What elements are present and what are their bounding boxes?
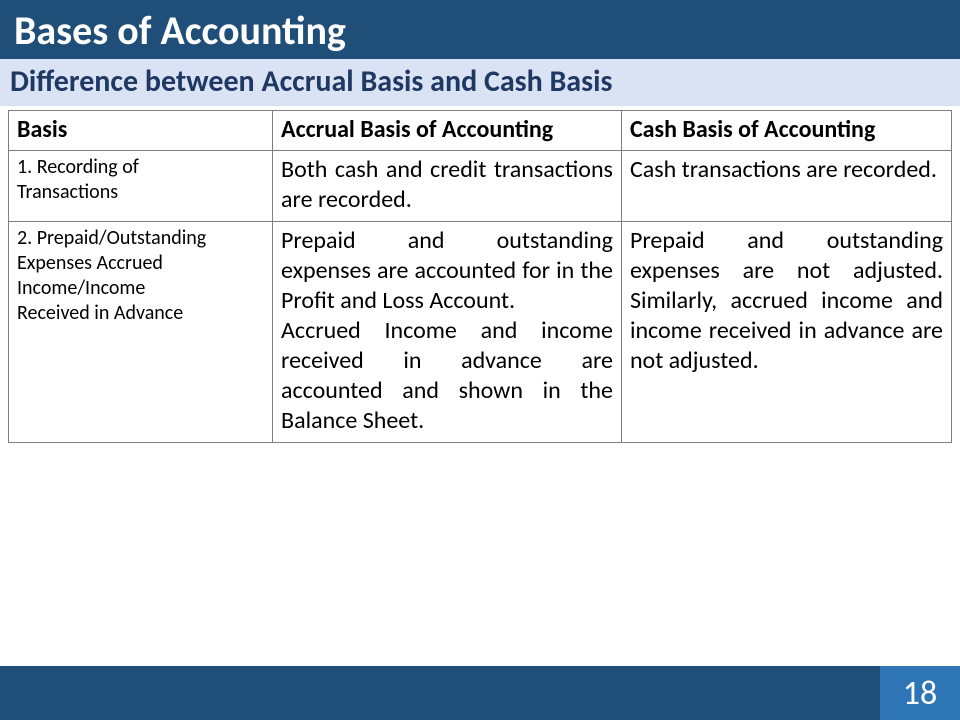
comparison-table: Basis Accrual Basis of Accounting Cash B… <box>8 110 952 443</box>
table-body: 1. Recording ofTransactionsBoth cash and… <box>9 151 952 443</box>
footer-bar <box>0 666 960 720</box>
table-header-row: Basis Accrual Basis of Accounting Cash B… <box>9 111 952 151</box>
cell-cash: Cash transactions are recorded. <box>621 151 951 222</box>
page-number: 18 <box>880 666 960 720</box>
cell-basis: 1. Recording ofTransactions <box>9 151 273 222</box>
col-header-accrual: Accrual Basis of Accounting <box>273 111 622 151</box>
cell-accrual: Prepaid and outstanding expenses are acc… <box>273 222 622 443</box>
slide-subtitle: Difference between Accrual Basis and Cas… <box>0 59 960 106</box>
table-row: 2. Prepaid/OutstandingExpenses AccruedIn… <box>9 222 952 443</box>
slide-title: Bases of Accounting <box>0 0 960 59</box>
table-row: 1. Recording ofTransactionsBoth cash and… <box>9 151 952 222</box>
cell-cash: Prepaid and outstanding expenses are not… <box>621 222 951 443</box>
cell-accrual: Both cash and credit transactions are re… <box>273 151 622 222</box>
comparison-table-container: Basis Accrual Basis of Accounting Cash B… <box>0 106 960 443</box>
col-header-basis: Basis <box>9 111 273 151</box>
col-header-cash: Cash Basis of Accounting <box>621 111 951 151</box>
cell-basis: 2. Prepaid/OutstandingExpenses AccruedIn… <box>9 222 273 443</box>
